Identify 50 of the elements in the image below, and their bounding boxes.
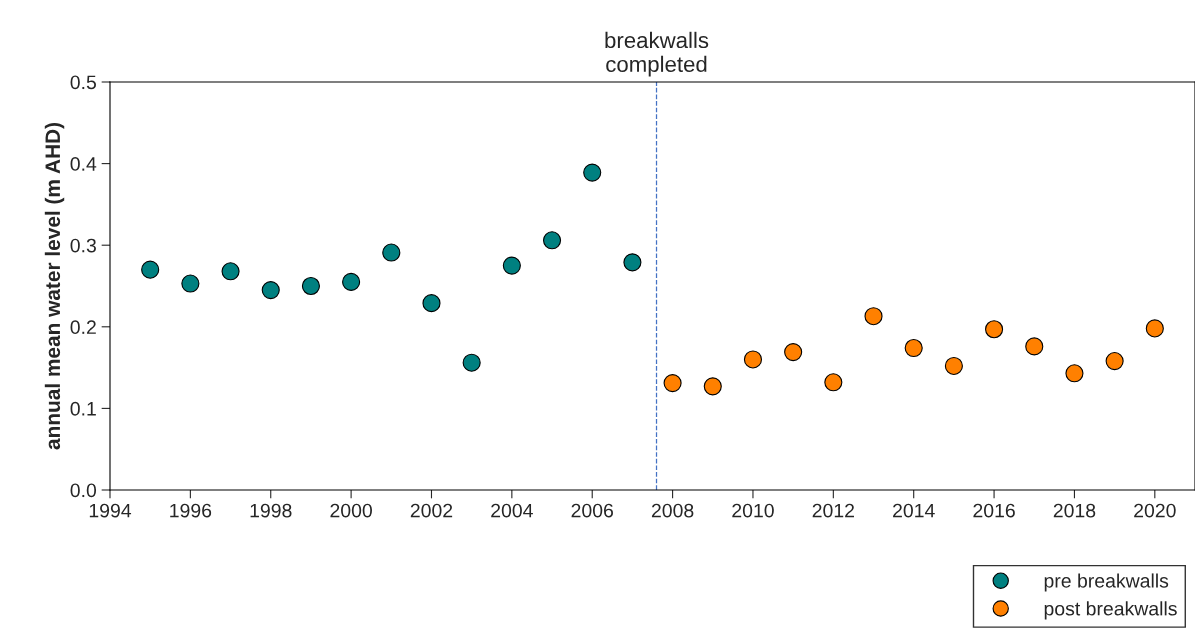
point [462, 353, 481, 372]
x-tick-label: 2006 [571, 503, 613, 518]
point [1145, 319, 1164, 338]
point [422, 294, 441, 313]
point [824, 373, 843, 392]
y-tick-label: 0.4 [70, 157, 97, 171]
legend-label: post breakwalls [1044, 601, 1177, 620]
x-tick-label: 1994 [89, 503, 132, 518]
x-tick-label: 2012 [812, 503, 854, 518]
point [1065, 364, 1084, 383]
point [382, 243, 401, 262]
point [301, 276, 320, 296]
x-tick-label: 2016 [973, 503, 1015, 518]
legend-label: pre breakwalls [1044, 573, 1169, 592]
point [181, 274, 200, 293]
y-tick-label: 0.3 [70, 238, 96, 253]
x-tick-label: 2002 [410, 503, 453, 518]
ref-line-label: breakwalls completed [605, 31, 709, 77]
point [944, 356, 963, 376]
point [904, 338, 923, 358]
point [141, 260, 160, 279]
point [342, 272, 361, 291]
point [703, 377, 722, 396]
y-tick-label: 0.5 [70, 75, 96, 90]
x-tick-label: 2004 [491, 503, 533, 518]
point [583, 163, 602, 182]
x-tick-label: 2010 [732, 503, 774, 518]
x-tick-label: 1998 [250, 503, 292, 518]
point [985, 320, 1004, 339]
point [221, 262, 240, 281]
x-tick-label: 1996 [170, 503, 212, 518]
x-tick-label: 2018 [1053, 503, 1096, 518]
point [623, 253, 642, 272]
point [864, 307, 883, 326]
point [542, 231, 562, 250]
x-tick-label: 2000 [330, 503, 372, 518]
point [784, 343, 803, 362]
point [743, 350, 763, 369]
point [1105, 352, 1124, 371]
point [502, 256, 521, 275]
y-tick-label: 0.0 [70, 483, 97, 498]
point [261, 281, 280, 300]
y-tick-label: 0.2 [70, 320, 96, 335]
x-tick-label: 2008 [651, 503, 694, 518]
x-tick-label: 2020 [1134, 503, 1176, 518]
y-tick-label: 0.1 [70, 401, 96, 416]
point [663, 374, 682, 393]
x-tick-label: 2014 [893, 503, 935, 518]
y-axis-title: annual mean water level (m AHD) [44, 123, 65, 450]
point [1025, 337, 1044, 356]
